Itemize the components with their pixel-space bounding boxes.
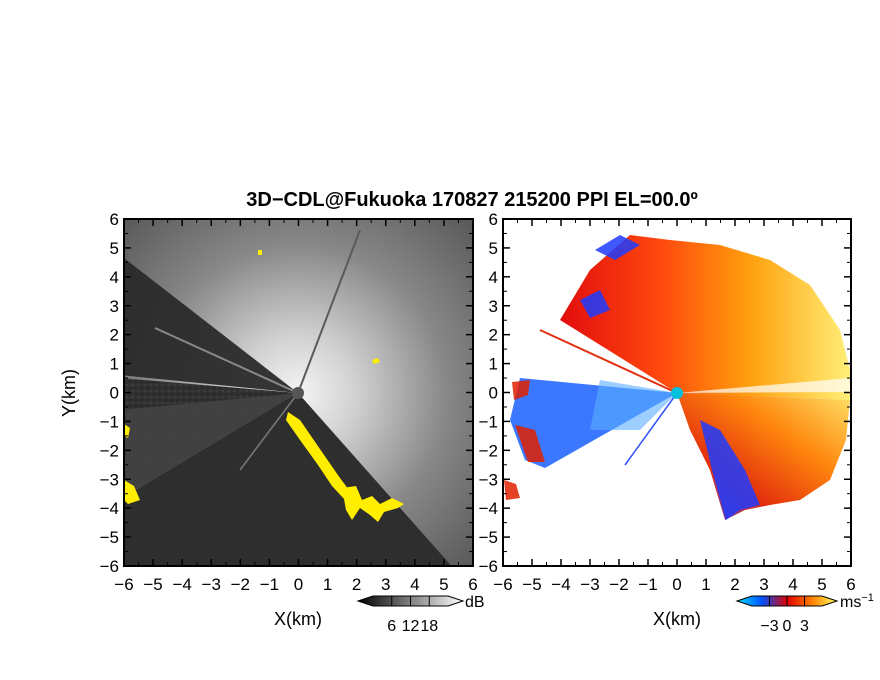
reflectivity-x-tick-label: 3	[381, 575, 390, 594]
reflectivity-y-axis-label: Y(km)	[59, 369, 79, 417]
reflectivity-radar-center	[292, 387, 304, 399]
reflectivity-y-tick-label: −6	[100, 557, 119, 576]
reflectivity-x-tick-label: 4	[410, 575, 419, 594]
velocity-west-fringe	[504, 380, 545, 500]
velocity-blue-noise	[580, 235, 760, 520]
reflectivity-x-tick-label: −4	[172, 575, 191, 594]
velocity-y-tick-label: 3	[489, 297, 498, 316]
velocity-y-tick-label: −4	[479, 499, 498, 518]
velocity-x-tick-label: −4	[551, 575, 570, 594]
reflectivity-x-tick-label: −3	[202, 575, 221, 594]
velocity-panel	[502, 218, 852, 567]
reflectivity-x-tick-label: 2	[352, 575, 361, 594]
reflectivity-x-tick-label: −5	[143, 575, 162, 594]
reflectivity-colorbar-unit: dB	[465, 594, 485, 611]
velocity-colorbar-tick-label: −3	[760, 618, 778, 635]
reflectivity-yellow-mask	[124, 250, 404, 522]
velocity-x-tick-label: 6	[846, 575, 855, 594]
reflectivity-x-tick-label: −1	[260, 575, 279, 594]
reflectivity-y-tick-label: −4	[100, 499, 119, 518]
velocity-x-tick-label: −3	[580, 575, 599, 594]
figure-title: 3D−CDL@Fukuoka 170827 215200 PPI EL=00.0…	[246, 189, 698, 211]
reflectivity-x-tick-label: 6	[468, 575, 477, 594]
velocity-colorbar-tick-label: 3	[800, 618, 809, 635]
velocity-x-tick-label: 3	[759, 575, 768, 594]
velocity-colorbar: ms−1 −3 0 3	[735, 592, 874, 635]
velocity-x-tick-label: 2	[730, 575, 739, 594]
reflectivity-y-tick-label: 6	[110, 210, 119, 229]
reflectivity-y-tick-label: −5	[100, 528, 119, 547]
velocity-y-tick-label: 6	[489, 210, 498, 229]
velocity-x-tick-label: 5	[817, 575, 826, 594]
velocity-y-tick-label: −5	[479, 528, 498, 547]
velocity-x-tick-label: 0	[672, 575, 681, 594]
reflectivity-axes: −6 −5 −4 −3 −2 −1 0 1 2 3 4 5 6 −6 −5 −4 −3 −2 −1 0 1 2 3 4 5 6	[100, 210, 478, 594]
velocity-colorbar-unit: ms−1	[840, 592, 874, 611]
reflectivity-y-tick-label: 3	[110, 297, 119, 316]
reflectivity-panel	[123, 218, 474, 567]
reflectivity-x-tick-label: −2	[231, 575, 250, 594]
velocity-x-tick-label: 1	[701, 575, 710, 594]
velocity-image	[503, 219, 851, 566]
velocity-x-tick-label: 4	[788, 575, 797, 594]
velocity-y-tick-label: −2	[479, 441, 498, 460]
reflectivity-colorbar: dB 6 12 18	[356, 594, 485, 635]
reflectivity-y-tick-label: 2	[110, 326, 119, 345]
velocity-y-tick-label: 0	[489, 384, 498, 403]
reflectivity-y-tick-label: −2	[100, 441, 119, 460]
reflectivity-y-tick-label: −3	[100, 470, 119, 489]
reflectivity-x-axis-label: X(km)	[274, 609, 322, 629]
reflectivity-x-tick-label: 1	[323, 575, 332, 594]
reflectivity-x-tick-label: 0	[294, 575, 303, 594]
velocity-x-axis-label: X(km)	[653, 609, 701, 629]
reflectivity-colorbar-tick-label: 12	[402, 618, 420, 635]
velocity-x-tick-label: −2	[609, 575, 628, 594]
velocity-y-tick-label: 1	[489, 355, 498, 374]
reflectivity-faint-echo-southwest	[124, 393, 298, 498]
velocity-colorbar-tick-label: 0	[783, 618, 792, 635]
reflectivity-y-tick-label: 1	[110, 355, 119, 374]
velocity-upper-sector	[560, 235, 850, 400]
reflectivity-y-tick-label: 5	[110, 239, 119, 258]
velocity-x-tick-label: −6	[493, 575, 512, 594]
reflectivity-x-tick-label: 5	[439, 575, 448, 594]
reflectivity-image	[124, 219, 473, 566]
reflectivity-y-tick-label: 0	[110, 384, 119, 403]
velocity-x-tick-label: −5	[522, 575, 541, 594]
reflectivity-colorbar-tick-label: 6	[387, 618, 396, 635]
velocity-y-tick-label: 2	[489, 326, 498, 345]
reflectivity-x-tick-label: −6	[114, 575, 133, 594]
velocity-radar-center	[671, 387, 683, 399]
reflectivity-y-tick-label: 4	[110, 268, 119, 287]
velocity-y-tick-label: −1	[479, 412, 498, 431]
reflectivity-blocked-wedge-west	[124, 258, 298, 393]
velocity-y-tick-label: 5	[489, 239, 498, 258]
velocity-y-tick-label: 4	[489, 268, 498, 287]
velocity-y-tick-label: −6	[479, 557, 498, 576]
velocity-axes: −6 −5 −4 −3 −2 −1 0 1 2 3 4 5 6 −6 −5 −4 −3 −2 −1 0 1 2 3 4 5 6	[479, 210, 856, 594]
velocity-x-tick-label: −1	[638, 575, 657, 594]
reflectivity-y-tick-label: −1	[100, 412, 119, 431]
reflectivity-colorbar-tick-label: 18	[420, 618, 438, 635]
velocity-y-tick-label: −3	[479, 470, 498, 489]
